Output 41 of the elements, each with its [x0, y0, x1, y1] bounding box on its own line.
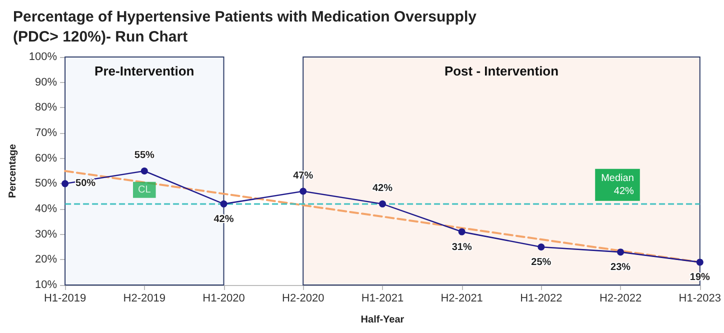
x-tick-label: H2-2022 [599, 292, 642, 304]
data-label: 55% [134, 150, 155, 161]
point [62, 180, 69, 188]
y-tick-label: 40% [35, 203, 58, 215]
x-tick-label: H2-2019 [123, 292, 166, 304]
y-tick-label: 60% [35, 152, 58, 164]
point [378, 200, 386, 208]
band-label: Post - Intervention [444, 64, 559, 78]
chart-title: Percentage of Hypertensive Patients with Medication Oversupply (PDC> 120%)- Run Chart [13, 8, 478, 46]
y-tick-label: 100% [28, 51, 58, 63]
y-axis-title: Percentage [8, 144, 18, 198]
y-tick-label: 70% [35, 127, 58, 139]
x-tick-label: H1-2021 [361, 292, 404, 304]
data-label: 50% [76, 178, 96, 190]
y-tick-label: 30% [35, 228, 58, 240]
x-tick-label: H2-2020 [282, 292, 324, 304]
annotation: CL [138, 184, 152, 196]
y-tick-label: 20% [35, 254, 58, 266]
y-tick-label: 10% [35, 279, 58, 291]
x-tick-label: H1-2022 [520, 292, 562, 304]
point [458, 228, 466, 236]
band-label: Pre-Intervention [94, 64, 194, 78]
x-tick-label: H2-2021 [440, 292, 483, 304]
x-tick-label: H1-2020 [202, 292, 245, 304]
data-label: 23% [610, 262, 631, 274]
point [300, 188, 307, 195]
point [617, 248, 624, 256]
data-label: 42% [372, 182, 393, 194]
ref-line-label: Median 42% [601, 172, 634, 197]
x-tick-label: H1-2023 [678, 292, 722, 304]
point [220, 200, 228, 208]
point [696, 258, 704, 266]
point [538, 244, 545, 250]
y-tick-label: 90% [35, 76, 58, 88]
x-tick-label: H1-2019 [44, 292, 86, 304]
y-tick-label: 80% [35, 102, 58, 114]
data-label: 31% [452, 242, 472, 253]
x-axis-title: Half-Year [360, 314, 404, 326]
y-tick-label: 50% [35, 178, 58, 190]
point [140, 168, 148, 174]
data-label: 25% [531, 257, 552, 268]
